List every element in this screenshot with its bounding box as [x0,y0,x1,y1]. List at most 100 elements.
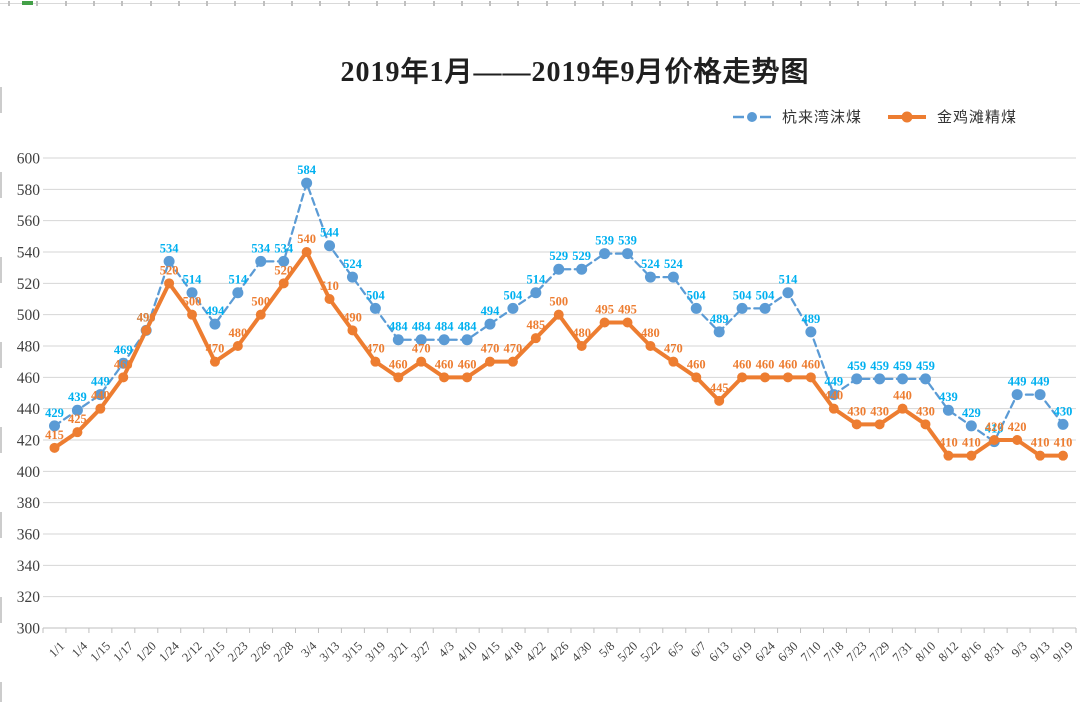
data-point[interactable] [943,450,954,461]
data-point[interactable] [874,373,886,385]
data-label: 524 [641,257,661,271]
data-point[interactable] [599,248,611,260]
data-point[interactable] [118,372,129,383]
data-point[interactable] [415,334,427,346]
data-point[interactable] [897,373,909,385]
data-point[interactable] [851,419,862,430]
data-point[interactable] [1012,435,1023,445]
data-label: 460 [389,357,408,371]
data-point[interactable] [622,248,634,260]
data-point[interactable] [392,334,404,346]
data-point[interactable] [919,373,931,385]
data-point[interactable] [942,404,954,416]
data-point[interactable] [369,302,381,314]
data-point[interactable] [393,372,404,383]
legend-entry-jinjitan[interactable]: 金鸡滩精煤 [888,106,1017,127]
data-point[interactable] [278,255,290,267]
legend-entry-hanglaiwan[interactable]: 杭来湾沫煤 [733,106,862,127]
data-point[interactable] [530,287,542,299]
data-point[interactable] [920,419,931,430]
data-point[interactable] [232,341,243,351]
data-point[interactable] [805,372,816,383]
data-point[interactable] [71,404,83,416]
data-point[interactable] [209,318,221,330]
data-point[interactable] [484,318,496,330]
data-point[interactable] [1011,389,1023,401]
data-point[interactable] [690,302,702,314]
data-point[interactable] [667,271,679,283]
data-point[interactable] [553,263,565,275]
data-point[interactable] [782,287,794,299]
x-axis-label-group: 2/28 [271,639,297,665]
data-point[interactable] [370,356,381,367]
data-point[interactable] [714,395,725,406]
data-point[interactable] [439,372,450,383]
data-point[interactable] [966,450,977,461]
data-point[interactable] [49,420,60,432]
data-point[interactable] [1034,389,1046,401]
data-point[interactable] [713,326,725,338]
data-point[interactable] [186,287,198,299]
data-point[interactable] [760,372,771,383]
data-point[interactable] [95,403,106,414]
data-point[interactable] [232,287,244,299]
x-axis-label: 9/19 [1050,639,1076,665]
data-point[interactable] [645,341,656,351]
data-point[interactable] [324,240,336,252]
data-point[interactable] [255,309,266,320]
data-point[interactable] [187,309,198,320]
data-label: 534 [251,241,271,255]
data-point[interactable] [737,372,748,383]
data-point[interactable] [255,255,267,267]
x-axis-label: 7/23 [844,639,870,665]
data-point[interactable] [576,263,588,275]
data-point[interactable] [759,302,771,314]
data-point[interactable] [530,333,541,344]
y-axis-label: 560 [17,213,41,230]
data-point[interactable] [1035,450,1046,461]
data-point[interactable] [347,325,358,336]
data-point[interactable] [507,356,518,367]
data-point[interactable] [736,302,748,314]
data-point[interactable] [576,341,587,351]
data-point[interactable] [668,356,679,367]
data-point[interactable] [553,309,564,320]
data-point[interactable] [989,435,1000,445]
data-point[interactable] [897,403,908,414]
data-point[interactable] [461,334,473,346]
data-point[interactable] [805,326,817,338]
data-point[interactable] [164,278,175,289]
data-point[interactable] [163,255,175,267]
data-point[interactable] [874,419,885,430]
data-point[interactable] [72,427,83,438]
data-point[interactable] [324,294,335,304]
data-point[interactable] [828,403,839,414]
data-point[interactable] [301,247,312,257]
data-point[interactable] [507,302,519,314]
data-point[interactable] [644,271,656,283]
data-point[interactable] [1057,418,1069,430]
data-point[interactable] [484,356,495,367]
data-point[interactable] [622,317,633,328]
data-point[interactable] [141,325,152,336]
data-point[interactable] [851,373,863,385]
data-point[interactable] [782,372,793,383]
data-point[interactable] [94,389,106,401]
data-point[interactable] [49,442,60,453]
data-point[interactable] [599,317,610,328]
data-point[interactable] [301,177,313,189]
data-point[interactable] [209,356,220,367]
data-point[interactable] [117,357,129,369]
data-point[interactable] [965,420,977,432]
ruler-tick [460,1,463,6]
data-point[interactable] [278,278,289,289]
data-label: 495 [618,303,637,317]
data-point[interactable] [462,372,473,383]
data-point[interactable] [828,389,840,401]
data-point[interactable] [1058,450,1068,461]
data-point[interactable] [691,372,702,383]
data-point[interactable] [416,356,427,367]
data-point[interactable] [438,334,450,346]
data-point[interactable] [346,271,358,283]
